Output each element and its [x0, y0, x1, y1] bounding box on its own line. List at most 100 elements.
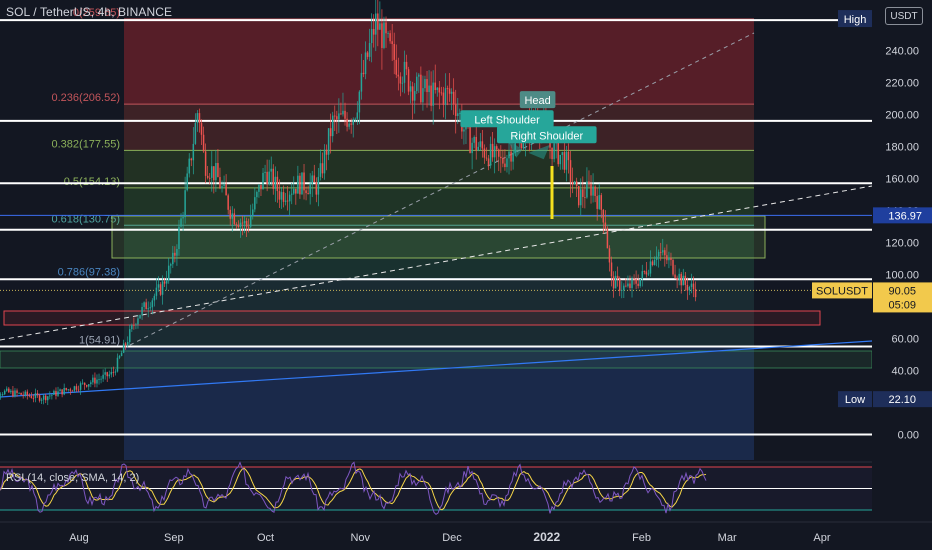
- candle-body: [188, 158, 190, 174]
- candle-body: [284, 200, 287, 202]
- candle-body: [664, 250, 666, 256]
- candle-body: [67, 389, 70, 391]
- candle-body: [90, 382, 92, 385]
- candle-body: [331, 115, 334, 137]
- candle-body: [231, 213, 234, 219]
- candle-body: [295, 188, 297, 194]
- candle-body: [57, 391, 59, 396]
- candle-body: [438, 87, 441, 93]
- candle-body: [403, 61, 406, 83]
- candle-body: [512, 152, 514, 162]
- candle-body: [24, 391, 26, 396]
- time-tick-label: Mar: [718, 532, 737, 544]
- candle-body: [94, 377, 96, 384]
- pattern-label[interactable]: Left Shoulder: [460, 110, 554, 128]
- pattern-label-text: Right Shoulder: [510, 130, 583, 142]
- candle-body: [690, 283, 693, 287]
- candle-body: [598, 195, 600, 209]
- candle-body: [42, 395, 45, 400]
- candle-body: [186, 173, 188, 191]
- candle-body: [498, 149, 500, 157]
- current-price-tag: [873, 282, 932, 313]
- candle-body: [108, 374, 111, 377]
- fib-zone: [124, 225, 754, 279]
- candle-body: [659, 251, 662, 253]
- pattern-label[interactable]: Right Shoulder: [496, 126, 597, 144]
- fib-level-label: 0.618(130.75): [52, 213, 121, 225]
- candle-body: [155, 287, 158, 296]
- candle-body: [596, 195, 598, 209]
- fib-zone: [124, 150, 754, 188]
- candle-body: [336, 116, 338, 120]
- candle-body: [500, 156, 502, 159]
- candle-body: [407, 69, 410, 92]
- candle-body: [633, 278, 635, 280]
- candle-body: [59, 389, 61, 392]
- rsi-line: [0, 461, 707, 516]
- candle-body: [243, 220, 246, 224]
- pattern-label-text: Head: [524, 95, 550, 107]
- candle-body: [184, 190, 186, 218]
- candle-body: [674, 274, 676, 278]
- candle-body: [321, 163, 324, 174]
- price-axis[interactable]: 240.00220.00200.00180.00160.00140.00120.…: [812, 0, 932, 550]
- candle-body: [313, 175, 316, 183]
- time-tick-label: Feb: [632, 532, 651, 544]
- candle-body: [678, 273, 680, 280]
- candle-body: [350, 123, 352, 125]
- candle-body: [481, 141, 484, 149]
- candle-body: [247, 226, 250, 228]
- candle-body: [106, 372, 108, 377]
- candle-body: [586, 181, 588, 198]
- candle-body: [118, 356, 121, 358]
- currency-button[interactable]: USDT: [885, 7, 923, 25]
- candle-body: [79, 383, 82, 390]
- candle-body: [420, 74, 422, 103]
- pattern-label[interactable]: Head: [519, 91, 556, 109]
- candle-body: [217, 163, 219, 178]
- candle-body: [580, 189, 582, 206]
- candle-body: [379, 23, 381, 30]
- low-tag: [838, 391, 872, 408]
- candle-body: [116, 357, 119, 372]
- candle-body: [258, 184, 260, 192]
- candle-body: [397, 74, 400, 77]
- high-tag: [838, 10, 872, 28]
- candle-body: [219, 177, 221, 189]
- candle-body: [145, 302, 147, 310]
- rsi-pane[interactable]: 40.00: [0, 461, 932, 516]
- candle-body: [405, 61, 408, 70]
- candle-body: [362, 72, 365, 75]
- consolidation-box[interactable]: [111, 215, 766, 259]
- candle-body: [631, 278, 633, 288]
- candle-body: [653, 259, 656, 265]
- time-axis[interactable]: Aug Sep Oct Nov Dec 2022 Feb Mar Apr: [0, 521, 932, 544]
- support-box[interactable]: [3, 310, 821, 326]
- blue-trend-line[interactable]: [0, 340, 873, 398]
- candle-body: [662, 250, 664, 253]
- candle-body: [249, 216, 252, 227]
- dashed-trend-line[interactable]: [0, 185, 873, 341]
- candle-body: [288, 194, 291, 202]
- candle-body: [522, 139, 525, 149]
- candle-body: [124, 343, 127, 345]
- candle-body: [450, 91, 453, 94]
- candle-body: [457, 113, 459, 116]
- candle-body: [440, 92, 443, 94]
- candle-body: [395, 59, 398, 75]
- candle-body: [504, 163, 506, 168]
- candle-body: [424, 79, 426, 89]
- candle-body: [454, 104, 457, 116]
- candle-body: [133, 324, 135, 326]
- candle-body: [135, 324, 137, 326]
- candle-body: [305, 190, 307, 194]
- candle-body: [643, 271, 646, 272]
- candle-body: [358, 91, 361, 113]
- candle-body: [618, 278, 621, 291]
- candle-body: [670, 258, 672, 261]
- candle-body: [393, 43, 395, 60]
- candle-body: [75, 386, 78, 390]
- candle-body: [682, 275, 685, 286]
